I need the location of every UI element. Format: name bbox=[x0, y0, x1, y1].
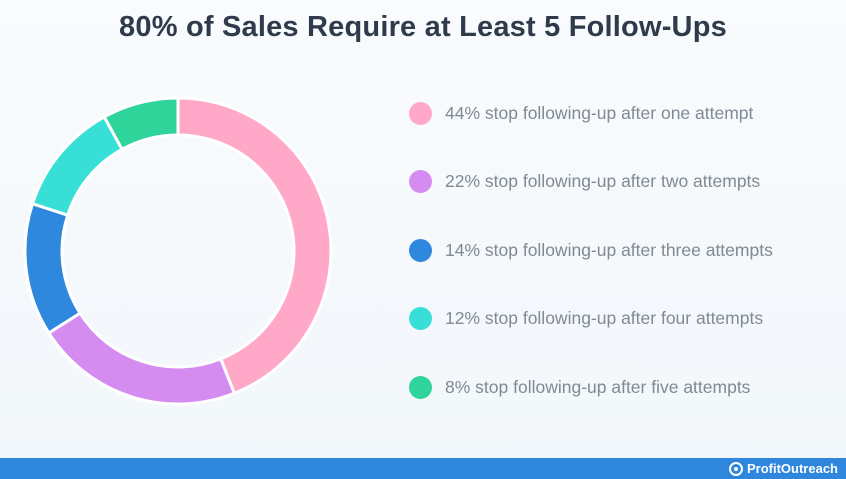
legend-item-5: 8% stop following-up after five attempts bbox=[409, 372, 750, 402]
brand-name: ProfitOutreach bbox=[746, 461, 838, 476]
legend-item-4: 12% stop following-up after four attempt… bbox=[409, 304, 763, 334]
legend-label: 44% stop following-up after one attempt bbox=[445, 102, 754, 123]
donut-slice-3 bbox=[23, 201, 83, 336]
legend-dot bbox=[409, 101, 432, 125]
legend-dot bbox=[409, 375, 432, 399]
brand-logo[interactable]: ProfitOutreach bbox=[728, 459, 838, 478]
legend-item-1: 44% stop following-up after one attempt bbox=[409, 98, 753, 128]
legend-dot bbox=[409, 170, 432, 193]
legend-dot bbox=[409, 238, 432, 262]
legend-label: 8% stop following-up after five attempts bbox=[445, 376, 751, 397]
donut-slice-5 bbox=[102, 96, 180, 152]
chart-title: 80% of Sales Require at Least 5 Follow-U… bbox=[119, 11, 727, 43]
legend-dot bbox=[409, 307, 432, 330]
footer-bar: ProfitOutreach bbox=[0, 458, 846, 479]
legend-label: 14% stop following-up after three attemp… bbox=[445, 239, 773, 260]
legend-item-3: 14% stop following-up after three attemp… bbox=[409, 235, 773, 265]
donut-slice-4 bbox=[30, 114, 125, 218]
legend-item-2: 22% stop following-up after two attempts bbox=[409, 167, 760, 197]
legend-label: 22% stop following-up after two attempts bbox=[445, 171, 761, 191]
legend-label: 12% stop following-up after four attempt… bbox=[445, 308, 764, 328]
profitoutreach-logo-icon bbox=[728, 461, 743, 476]
donut-chart bbox=[23, 96, 333, 406]
donut-slice-1 bbox=[176, 96, 333, 396]
donut-slice-2 bbox=[46, 311, 237, 406]
